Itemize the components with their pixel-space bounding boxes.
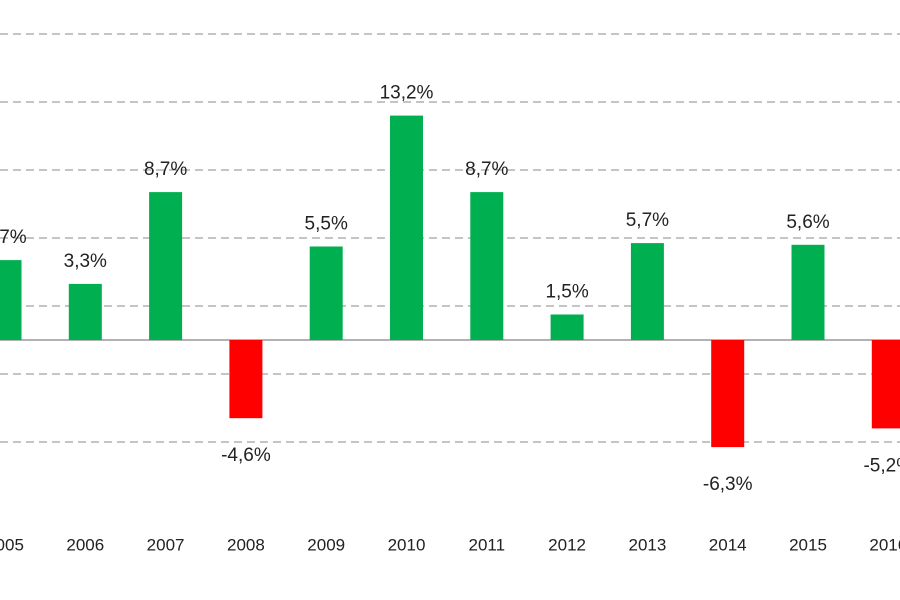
x-tick-label: 2005 [0, 535, 24, 554]
bar [711, 340, 745, 448]
value-label: 4,7% [0, 227, 27, 248]
value-label: 3,3% [64, 251, 107, 272]
bar [68, 283, 102, 340]
value-label: 5,7% [626, 210, 669, 231]
x-tick-label: 2008 [227, 535, 265, 554]
bar [0, 260, 22, 340]
bar [309, 246, 343, 340]
x-tick-label: 2012 [548, 535, 586, 554]
x-tick-label: 2014 [709, 535, 747, 554]
bar [390, 115, 423, 340]
bar [871, 340, 900, 429]
bar [791, 244, 825, 340]
value-label: -6,3% [703, 474, 753, 495]
value-label: 8,7% [144, 159, 187, 180]
x-tick-label: 2016 [869, 535, 900, 554]
bar [470, 192, 504, 340]
x-tick-label: 2010 [388, 535, 426, 554]
value-label: 8,7% [465, 159, 508, 180]
bar [630, 243, 664, 340]
value-label: -5,2% [863, 455, 900, 476]
value-label: -4,6% [221, 445, 271, 466]
x-tick-label: 2011 [469, 535, 506, 554]
x-tick-label: 2009 [307, 535, 345, 554]
x-tick-label: 2013 [628, 535, 666, 554]
x-tick-label: 2006 [66, 535, 104, 554]
value-label: 5,6% [786, 212, 829, 233]
x-tick-label: 2015 [789, 535, 827, 554]
bar [550, 314, 584, 340]
x-tick-label: 2007 [147, 535, 185, 554]
value-label: 1,5% [545, 282, 588, 303]
bar [229, 340, 263, 419]
value-label: 13,2% [380, 83, 434, 104]
bar [149, 192, 183, 340]
value-label: 5,5% [305, 214, 348, 235]
